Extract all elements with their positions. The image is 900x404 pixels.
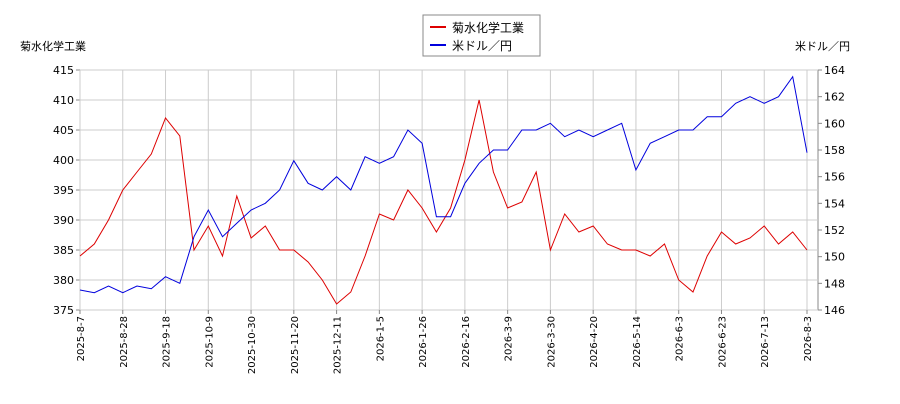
x-tick-label: 2026-6-23 (717, 316, 728, 368)
y-tick-label: 380 (53, 274, 74, 287)
y2-tick-label: 158 (824, 144, 845, 157)
y-tick-label: 410 (53, 94, 74, 107)
series-line (79, 75, 808, 294)
y-tick-label: 405 (53, 124, 74, 137)
x-tick-label: 2026-1-5 (375, 316, 386, 361)
x-tick-label: 2026-3-9 (504, 316, 515, 361)
x-tick-label: 2026-4-20 (589, 316, 600, 368)
y-tick-label: 385 (53, 244, 74, 257)
y2-tick-label: 160 (824, 117, 845, 130)
y-tick-label: 375 (53, 304, 74, 317)
y-tick-label: 415 (53, 64, 74, 77)
y2-tick-label: 150 (824, 251, 845, 264)
x-tick-label: 2026-6-3 (675, 316, 686, 361)
y2-tick-label: 152 (824, 224, 845, 237)
y-tick-label: 400 (53, 154, 74, 167)
x-tick-label: 2026-1-26 (418, 316, 429, 368)
legend-label: 菊水化学工業 (452, 20, 524, 35)
x-tick-label: 2025-10-30 (247, 316, 258, 374)
x-tick-label: 2026-8-3 (803, 316, 814, 361)
x-tick-label: 2025-12-11 (333, 316, 344, 374)
x-tick-label: 2025-9-18 (162, 316, 173, 368)
legend (422, 14, 541, 57)
x-tick-label: 2025-11-20 (290, 316, 301, 374)
x-tick-label: 2026-5-14 (632, 316, 643, 368)
x-tick-label: 2026-7-13 (760, 316, 771, 368)
x-tick-label: 2026-3-30 (546, 316, 557, 368)
x-tick-label: 2025-8-28 (119, 316, 130, 368)
y-axis-label: 菊水化学工業 (20, 39, 86, 53)
y-tick-label: 390 (53, 214, 74, 227)
y-tick-label: 395 (53, 184, 74, 197)
legend-label: 米ドル／円 (452, 39, 512, 53)
y2-tick-label: 154 (824, 197, 845, 210)
x-tick-label: 2025-10-9 (204, 316, 215, 368)
x-tick-label: 2025-8-7 (76, 316, 87, 361)
series-line (79, 99, 808, 305)
y2-tick-label: 148 (824, 277, 845, 290)
y2-tick-label: 164 (824, 64, 845, 77)
y2-tick-label: 156 (824, 171, 845, 184)
y2-tick-label: 146 (824, 304, 845, 317)
y2-axis-label: 米ドル／円 (795, 40, 850, 53)
x-tick-label: 2026-2-16 (461, 316, 472, 368)
y2-tick-label: 162 (824, 91, 845, 104)
